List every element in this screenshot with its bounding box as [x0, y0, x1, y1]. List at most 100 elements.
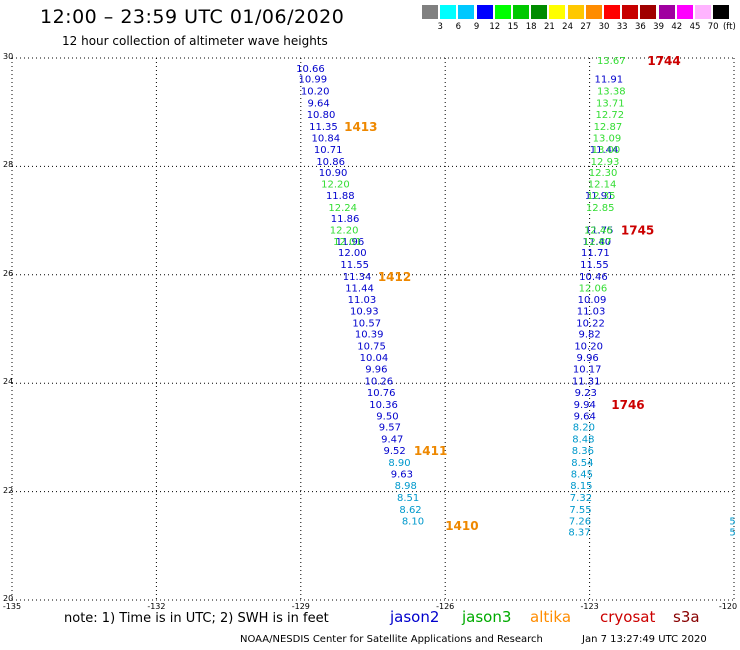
color-scale-unit: (ft): [722, 22, 736, 32]
color-scale-swatch: [458, 5, 475, 19]
pass-annotation: 1744: [647, 54, 680, 68]
data-point-label: 12.46: [584, 225, 613, 236]
y-tick-label-3: 26: [3, 268, 14, 278]
color-scale-label: 45: [689, 22, 701, 32]
data-point-label: 11.40: [582, 237, 611, 248]
data-point-label: 8.15: [570, 481, 592, 492]
data-point-label: 13.09: [593, 134, 622, 145]
pass-annotation: 1412: [378, 270, 411, 284]
data-point-label: 9.64: [574, 412, 596, 423]
data-point-label: 10.99: [299, 75, 328, 86]
data-point-label: 9.94: [574, 400, 596, 411]
chart-title: 12:00 – 23:59 UTC 01/06/2020: [40, 6, 345, 28]
data-point-label: 10.17: [573, 365, 602, 376]
color-scale-swatch: [640, 5, 657, 19]
data-point-label: 11.86: [331, 214, 360, 225]
data-point-label: 11.35: [309, 122, 338, 133]
data-point-label: 7.26: [569, 516, 591, 527]
data-point-label: 11.34: [343, 272, 372, 283]
color-scale-swatch: [622, 5, 639, 19]
color-scale-label: 33: [616, 22, 628, 32]
color-scale-swatch: [494, 5, 511, 19]
color-scale-label: 42: [671, 22, 683, 32]
data-point-label: 11.03: [348, 295, 377, 306]
data-point-label: 11.88: [326, 191, 355, 202]
data-point-label: 10.22: [576, 318, 605, 329]
data-point-label: 12.06: [579, 283, 608, 294]
color-scale-swatch: [440, 5, 457, 19]
data-point-label: 10.26: [364, 376, 393, 387]
data-point-label: 8.37: [568, 528, 590, 539]
data-point-label: 9.96: [577, 353, 599, 364]
credit-text: NOAA/NESDIS Center for Satellite Applica…: [240, 634, 543, 645]
y-tick-label-4: 28: [3, 160, 14, 170]
color-scale-swatch: [476, 5, 493, 19]
y-tick-label-0: 20: [3, 594, 14, 603]
x-tick-label-0: -135: [2, 602, 22, 611]
color-scale-label: 24: [562, 22, 573, 32]
color-scale-label: 70: [707, 22, 719, 32]
data-point-label: 13.71: [596, 98, 625, 109]
data-point-label: 12.14: [588, 180, 617, 191]
data-point-label: 13.67: [597, 56, 626, 67]
pass-annotation: 1413: [344, 120, 377, 134]
color-scale-label: 21: [543, 22, 555, 32]
color-scale-label: 3: [437, 22, 443, 32]
data-point-label: 9.47: [381, 434, 403, 445]
data-point-label: 10.76: [367, 388, 396, 399]
data-point-label: 8.10: [402, 516, 424, 527]
data-point-label: 12.20: [330, 225, 359, 236]
data-point-label: 12.72: [595, 110, 624, 121]
data-point-label: 12.93: [591, 157, 620, 168]
color-scale-label: 18: [525, 22, 537, 32]
data-point-label: 9.63: [391, 470, 413, 481]
color-scale-swatch: [422, 5, 438, 19]
x-tick-label-5: -120: [718, 602, 738, 611]
data-point-label: 8.45: [571, 470, 593, 481]
color-scale-label: 39: [653, 22, 664, 32]
data-point-label: 12.87: [594, 122, 623, 133]
data-point-label: 9.23: [575, 388, 597, 399]
data-point-label: 5: [729, 528, 735, 539]
data-point-label: 8.36: [572, 446, 594, 457]
color-scale-swatch: [513, 5, 529, 19]
satellite-legend-altika: altika: [530, 608, 572, 626]
data-point-label: 9.50: [376, 412, 398, 423]
data-point-label: 12.20: [321, 180, 350, 191]
data-point-label: 13.38: [597, 87, 626, 98]
color-scale-swatch: [604, 5, 620, 19]
data-point-label: 12.01: [333, 237, 362, 248]
color-scale-label: 12: [489, 22, 501, 32]
data-point-label: 10.84: [312, 134, 341, 145]
satellite-legend-jason2: jason2: [390, 608, 440, 626]
data-point-label: 11.55: [580, 260, 609, 271]
data-point-label: 10.20: [574, 341, 603, 352]
data-point-label: 11.31: [572, 376, 601, 387]
color-scale-swatch: [713, 5, 730, 19]
color-scale-label: 30: [598, 22, 610, 32]
data-point-label: 10.66: [296, 64, 325, 75]
chart-annotations: 1413 1412 1411 1410 1744 1745 1746: [344, 54, 681, 533]
data-point-label: 10.20: [301, 87, 330, 98]
color-scale-swatch: [695, 5, 711, 19]
data-point-label: 9.52: [384, 446, 406, 457]
y-tick-label-1: 22: [3, 485, 14, 495]
x-tick-label-3: -126: [436, 602, 455, 611]
data-point-label: 12.00: [338, 248, 367, 259]
pass-annotation: 1745: [621, 223, 654, 237]
color-scale-swatch: [585, 5, 602, 19]
data-point-label: 10.93: [350, 307, 379, 318]
color-scale-swatch: [658, 5, 675, 19]
data-point-label: 10.57: [352, 318, 381, 329]
color-scale-label: 9: [473, 22, 480, 32]
data-point-label: 8.90: [388, 458, 410, 469]
data-point-label: 10.71: [314, 145, 343, 156]
data-point-label: 9.96: [365, 365, 387, 376]
data-point-label: 10.86: [316, 157, 345, 168]
data-point-label: 12.85: [586, 203, 615, 214]
data-point-label: 11.91: [585, 191, 614, 202]
data-point-label: 7.32: [570, 493, 592, 504]
y-tick-label-2: 24: [3, 377, 14, 387]
color-scale-swatch: [676, 5, 693, 19]
color-scale-label: 6: [455, 22, 462, 32]
